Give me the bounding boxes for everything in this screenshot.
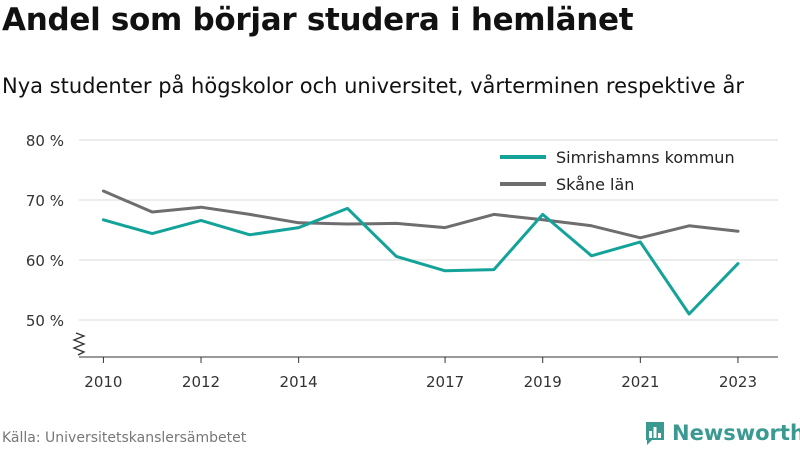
y-tick-label: 80 % xyxy=(26,132,64,150)
chart-subtitle: Nya studenter på högskolor och universit… xyxy=(2,74,744,98)
x-tick-label: 2017 xyxy=(426,373,464,391)
x-tick-label: 2012 xyxy=(182,373,220,391)
x-tick-label: 2010 xyxy=(84,373,122,391)
legend-background xyxy=(490,143,766,199)
legend-label: Simrishamns kommun xyxy=(556,148,735,167)
brand-logo: Newsworthy xyxy=(644,418,800,448)
y-tick-label: 50 % xyxy=(26,312,64,330)
brand-name: Newsworthy xyxy=(672,421,800,445)
y-tick-label: 60 % xyxy=(26,252,64,270)
x-tick-label: 2019 xyxy=(524,373,562,391)
series-line xyxy=(101,189,740,240)
axis-break-icon xyxy=(72,332,86,356)
chart-title: Andel som börjar studera i hemlänet xyxy=(2,2,634,38)
source-note: Källa: Universitetskanslersämbetet xyxy=(2,430,247,446)
legend-label: Skåne län xyxy=(556,175,634,194)
x-tick-label: 2014 xyxy=(280,373,318,391)
x-tick-label: 2021 xyxy=(621,373,659,391)
newsworthy-logo-icon xyxy=(646,422,664,445)
y-tick-label: 70 % xyxy=(26,192,64,210)
series-line xyxy=(101,206,740,316)
x-tick-label: 2023 xyxy=(719,373,757,391)
